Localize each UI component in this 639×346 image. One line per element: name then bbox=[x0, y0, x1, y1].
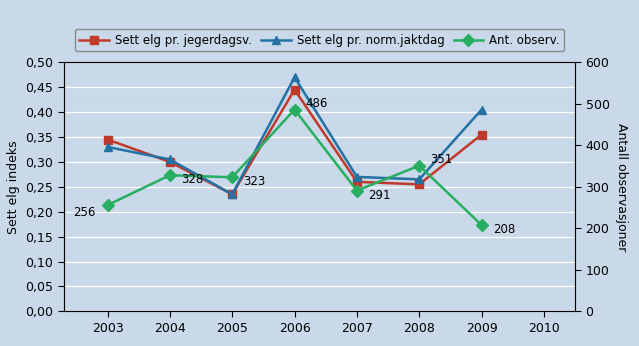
Ant. observ. bbox=[228, 175, 236, 179]
Y-axis label: Antall observasjoner: Antall observasjoner bbox=[615, 122, 628, 251]
Sett elg pr. jegerdagsv. bbox=[478, 133, 486, 137]
Ant. observ. bbox=[291, 108, 298, 112]
Text: 486: 486 bbox=[306, 97, 328, 110]
Sett elg pr. norm.jaktdag bbox=[415, 177, 423, 181]
Sett elg pr. norm.jaktdag bbox=[166, 157, 174, 162]
Text: 328: 328 bbox=[181, 173, 203, 186]
Sett elg pr. jegerdagsv. bbox=[104, 137, 111, 142]
Sett elg pr. norm.jaktdag bbox=[291, 75, 298, 79]
Line: Ant. observ.: Ant. observ. bbox=[104, 106, 486, 229]
Sett elg pr. jegerdagsv. bbox=[166, 160, 174, 164]
Text: 323: 323 bbox=[243, 175, 266, 188]
Ant. observ. bbox=[415, 164, 423, 168]
Y-axis label: Sett elg indeks: Sett elg indeks bbox=[7, 140, 20, 234]
Sett elg pr. norm.jaktdag bbox=[228, 192, 236, 197]
Sett elg pr. jegerdagsv. bbox=[291, 88, 298, 92]
Ant. observ. bbox=[104, 203, 111, 207]
Sett elg pr. jegerdagsv. bbox=[228, 192, 236, 197]
Sett elg pr. jegerdagsv. bbox=[353, 180, 361, 184]
Text: 291: 291 bbox=[368, 189, 390, 202]
Line: Sett elg pr. norm.jaktdag: Sett elg pr. norm.jaktdag bbox=[104, 73, 486, 199]
Ant. observ. bbox=[166, 173, 174, 177]
Line: Sett elg pr. jegerdagsv.: Sett elg pr. jegerdagsv. bbox=[104, 85, 486, 199]
Ant. observ. bbox=[478, 223, 486, 227]
Sett elg pr. norm.jaktdag bbox=[353, 175, 361, 179]
Text: 256: 256 bbox=[73, 206, 96, 219]
Sett elg pr. norm.jaktdag bbox=[478, 108, 486, 112]
Ant. observ. bbox=[353, 189, 361, 193]
Text: 351: 351 bbox=[431, 153, 452, 166]
Sett elg pr. jegerdagsv. bbox=[415, 182, 423, 186]
Legend: Sett elg pr. jegerdagsv., Sett elg pr. norm.jaktdag, Ant. observ.: Sett elg pr. jegerdagsv., Sett elg pr. n… bbox=[75, 29, 564, 52]
Text: 208: 208 bbox=[493, 223, 515, 236]
Sett elg pr. norm.jaktdag bbox=[104, 145, 111, 149]
